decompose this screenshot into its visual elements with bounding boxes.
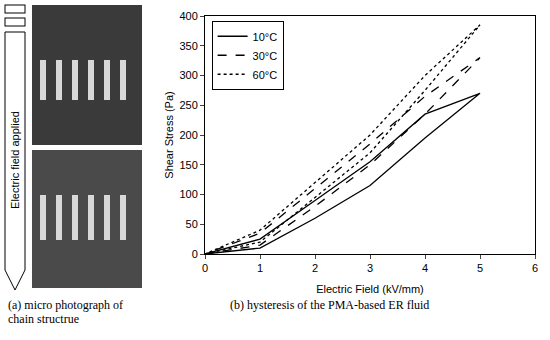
svg-text:0: 0 — [192, 248, 198, 260]
svg-text:100: 100 — [179, 188, 197, 200]
svg-text:1: 1 — [257, 262, 263, 274]
svg-text:10°C: 10°C — [253, 31, 278, 43]
svg-text:6: 6 — [532, 262, 538, 274]
svg-text:4: 4 — [422, 262, 428, 274]
html-text:(b) hysteresis of the PMA-base: (b) hysteresis of the PMA-based ER fluid — [230, 298, 430, 312]
svg-text:200: 200 — [179, 129, 197, 141]
svg-text:Electric Field (kV/mm): Electric Field (kV/mm) — [316, 283, 424, 295]
svg-text:60°C: 60°C — [253, 69, 278, 81]
svg-text:2: 2 — [312, 262, 318, 274]
svg-text:Shear Stress (Pa): Shear Stress (Pa) — [163, 91, 175, 178]
svg-text:350: 350 — [179, 40, 197, 52]
svg-text:400: 400 — [179, 10, 197, 22]
html-text:(a) micro photograph of chain: (a) micro photograph of chain structrue — [8, 298, 123, 326]
svg-text:300: 300 — [179, 69, 197, 81]
svg-text:50: 50 — [186, 218, 198, 230]
svg-text:30°C: 30°C — [253, 50, 278, 62]
svg-text:0: 0 — [202, 262, 208, 274]
svg-text:5: 5 — [477, 262, 483, 274]
svg-text:Electric field applied: Electric field applied — [9, 111, 21, 209]
svg-text:3: 3 — [367, 262, 373, 274]
svg-text:150: 150 — [179, 159, 197, 171]
svg-text:250: 250 — [179, 99, 197, 111]
